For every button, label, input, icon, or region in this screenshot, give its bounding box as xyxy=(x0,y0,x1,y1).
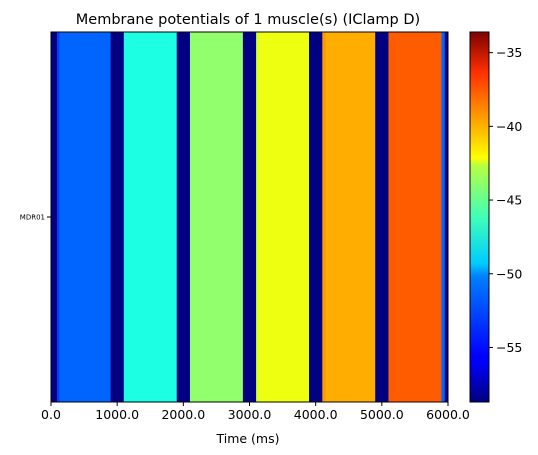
heatmap-cell-16 xyxy=(444,32,449,402)
heatmap-cell-14 xyxy=(388,32,442,402)
colorbar-tick-label: −35 xyxy=(496,45,522,60)
heatmap-cell-0 xyxy=(51,32,58,402)
x-tick-label: 0.0 xyxy=(41,407,61,422)
heatmap-cell-2 xyxy=(59,32,111,402)
heatmap-cell-11 xyxy=(322,32,326,402)
colorbar-tick-label: −50 xyxy=(496,266,522,281)
heatmap-cell-13 xyxy=(375,32,389,402)
x-tick-label: 4000.0 xyxy=(294,407,338,422)
heatmap-cell-8 xyxy=(256,32,260,402)
heatmap-cell-3 xyxy=(110,32,125,402)
heatmap-cell-9 xyxy=(259,32,310,402)
colorbar-tick-label: −45 xyxy=(496,193,522,208)
colorbar-tick-label: −55 xyxy=(496,340,522,355)
heatmap-cell-15 xyxy=(441,32,445,402)
heatmap-cell-5 xyxy=(176,32,191,402)
colorbar: −55 −50 −45 −40 −35 xyxy=(469,31,522,403)
y-axis: MDR01 xyxy=(20,214,51,222)
x-axis-label: Time (ms) xyxy=(215,431,279,446)
heatmap-cell-12 xyxy=(325,32,376,402)
heatmap-cell-4 xyxy=(123,32,178,402)
heatmap-cell-7 xyxy=(242,32,257,402)
colorbar-tick-label: −40 xyxy=(496,119,522,134)
heatmap-cell-6 xyxy=(189,32,244,402)
x-tick-label: 5000.0 xyxy=(360,407,404,422)
heatmap-cell-1 xyxy=(56,32,60,402)
x-axis: 0.0 1000.0 2000.0 3000.0 4000.0 5000.0 6000.0 xyxy=(41,402,470,422)
y-tick-label: MDR01 xyxy=(20,214,45,222)
x-tick-label: 6000.0 xyxy=(426,407,470,422)
x-tick-label: 1000.0 xyxy=(95,407,139,422)
colorbar-frame xyxy=(469,31,490,403)
heatmap-plot-area xyxy=(51,32,449,402)
heatmap-cell-10 xyxy=(309,32,323,402)
colorbar-ticks: −55 −50 −45 −40 −35 xyxy=(489,45,522,355)
colorbar-gradient xyxy=(470,32,489,402)
chart-title: Membrane potentials of 1 muscle(s) (ICla… xyxy=(76,12,420,28)
x-tick-label: 3000.0 xyxy=(228,407,272,422)
x-tick-label: 2000.0 xyxy=(161,407,205,422)
